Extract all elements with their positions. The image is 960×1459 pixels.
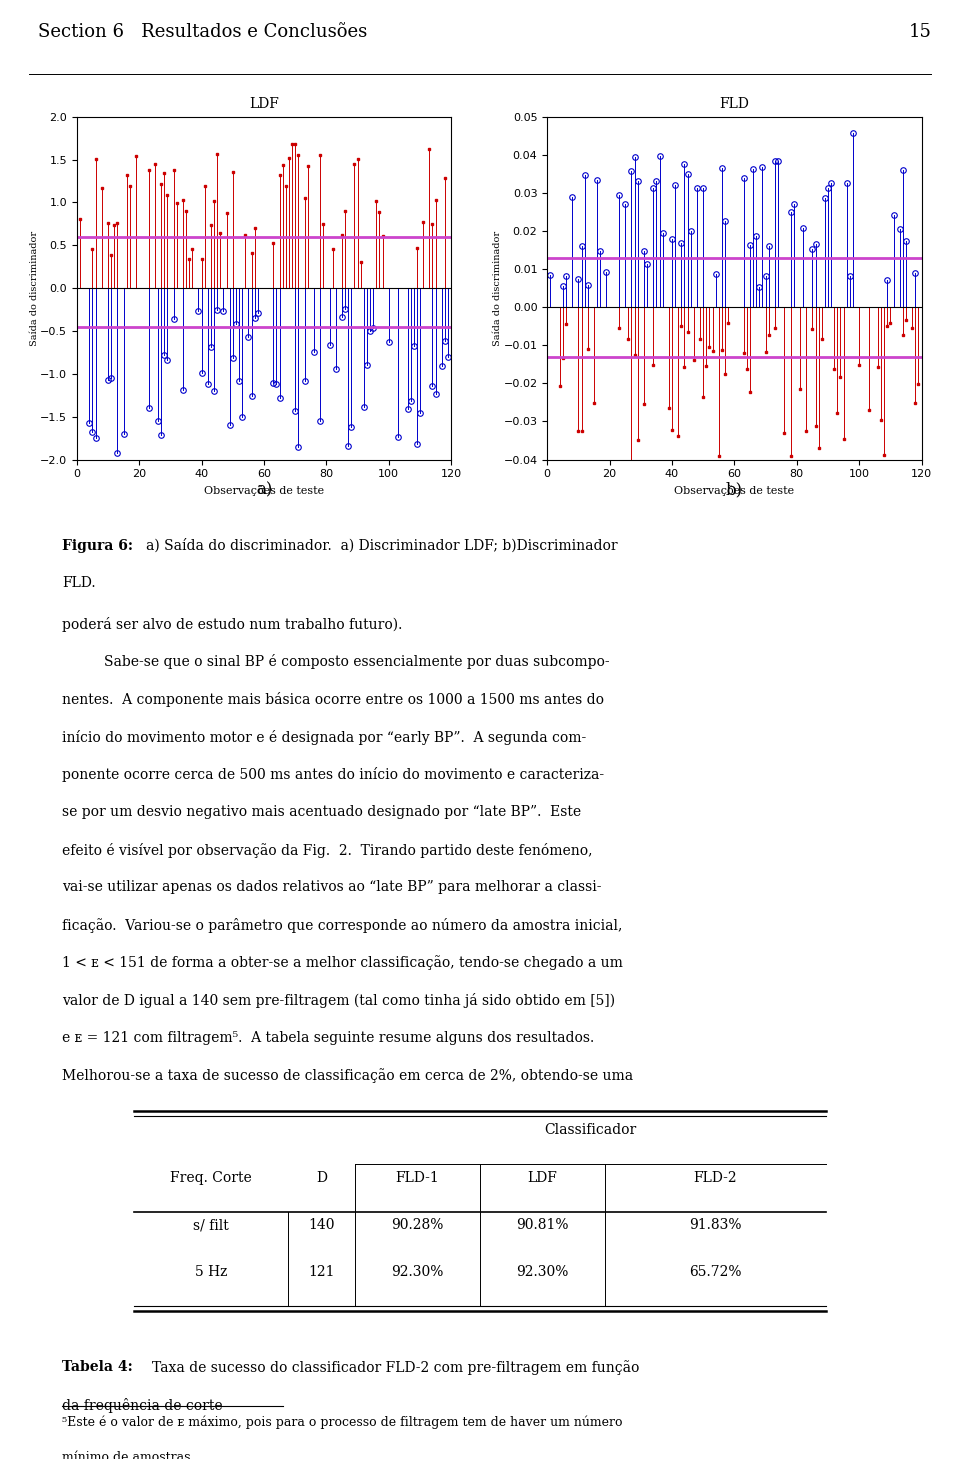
- Text: Taxa de sucesso do classificador FLD-2 com pre-filtragem em função: Taxa de sucesso do classificador FLD-2 c…: [152, 1360, 639, 1374]
- Text: nentes.  A componente mais básica ocorre entre os 1000 a 1500 ms antes do: nentes. A componente mais básica ocorre …: [62, 692, 605, 708]
- Text: FLD-1: FLD-1: [396, 1172, 440, 1185]
- Text: início do movimento motor e é designada por “early BP”.  A segunda com-: início do movimento motor e é designada …: [62, 730, 587, 744]
- Y-axis label: Saída do discriminador: Saída do discriminador: [493, 231, 502, 346]
- Text: e ᴇ = 121 com filtragem⁵.  A tabela seguinte resume alguns dos resultados.: e ᴇ = 121 com filtragem⁵. A tabela segui…: [62, 1032, 594, 1045]
- Text: 92.30%: 92.30%: [516, 1265, 568, 1280]
- Text: ficação.  Variou-se o parâmetro que corresponde ao número da amostra inicial,: ficação. Variou-se o parâmetro que corre…: [62, 918, 623, 932]
- Text: s/ filt: s/ filt: [193, 1218, 229, 1231]
- Text: b): b): [726, 481, 743, 499]
- X-axis label: Observações de teste: Observações de teste: [674, 484, 795, 496]
- Text: Freq. Corte: Freq. Corte: [170, 1172, 252, 1185]
- Text: da frequência de corte: da frequência de corte: [62, 1398, 223, 1412]
- Text: 140: 140: [308, 1218, 335, 1231]
- Text: Melhorou-se a taxa de sucesso de classificação em cerca de 2%, obtendo-se uma: Melhorou-se a taxa de sucesso de classif…: [62, 1068, 634, 1084]
- Text: 90.28%: 90.28%: [392, 1218, 444, 1231]
- Text: 90.81%: 90.81%: [516, 1218, 568, 1231]
- Text: poderá ser alvo de estudo num trabalho futuro).: poderá ser alvo de estudo num trabalho f…: [62, 617, 403, 632]
- Text: 5 Hz: 5 Hz: [195, 1265, 228, 1280]
- Text: 92.30%: 92.30%: [392, 1265, 444, 1280]
- Text: FLD.: FLD.: [62, 576, 96, 591]
- Text: efeito é visível por observação da Fig.  2.  Tirando partido deste fenómeno,: efeito é visível por observação da Fig. …: [62, 843, 593, 858]
- Text: se por um desvio negativo mais acentuado designado por “late BP”.  Este: se por um desvio negativo mais acentuado…: [62, 805, 582, 818]
- Text: Figura 6:: Figura 6:: [62, 538, 133, 553]
- Text: ponente ocorre cerca de 500 ms antes do início do movimento e caracteriza-: ponente ocorre cerca de 500 ms antes do …: [62, 767, 605, 782]
- Text: vai-se utilizar apenas os dados relativos ao “late BP” para melhorar a classi-: vai-se utilizar apenas os dados relativo…: [62, 880, 602, 894]
- Text: D: D: [316, 1172, 327, 1185]
- Title: LDF: LDF: [249, 98, 279, 111]
- Text: Sabe-se que o sinal BP é composto essencialmente por duas subcompo-: Sabe-se que o sinal BP é composto essenc…: [104, 655, 610, 670]
- Text: 15: 15: [908, 23, 931, 41]
- Text: a): a): [255, 481, 273, 499]
- Text: Tabela 4:: Tabela 4:: [62, 1360, 133, 1374]
- Text: 121: 121: [308, 1265, 335, 1280]
- Text: ⁵Este é o valor de ᴇ máximo, pois para o processo de filtragem tem de haver um n: ⁵Este é o valor de ᴇ máximo, pois para o…: [62, 1415, 623, 1430]
- Text: Classificador: Classificador: [544, 1123, 636, 1137]
- Text: 1 < ᴇ < 151 de forma a obter-se a melhor classificação, tendo-se chegado a um: 1 < ᴇ < 151 de forma a obter-se a melhor…: [62, 956, 623, 970]
- X-axis label: Observações de teste: Observações de teste: [204, 484, 324, 496]
- Text: 65.72%: 65.72%: [689, 1265, 741, 1280]
- Text: valor de D igual a 140 sem pre-filtragem (tal como tinha já sido obtido em [5]): valor de D igual a 140 sem pre-filtragem…: [62, 994, 615, 1008]
- Y-axis label: Saída do discriminador: Saída do discriminador: [30, 231, 38, 346]
- Text: FLD-2: FLD-2: [693, 1172, 737, 1185]
- Text: Section 6   Resultados e Conclusões: Section 6 Resultados e Conclusões: [38, 23, 368, 41]
- Text: a) Saída do discriminador.  a) Discriminador LDF; b)Discriminador: a) Saída do discriminador. a) Discrimina…: [146, 538, 617, 553]
- Text: mínimo de amostras: mínimo de amostras: [62, 1452, 191, 1459]
- Text: LDF: LDF: [527, 1172, 558, 1185]
- Title: FLD: FLD: [719, 98, 750, 111]
- Text: 91.83%: 91.83%: [689, 1218, 741, 1231]
